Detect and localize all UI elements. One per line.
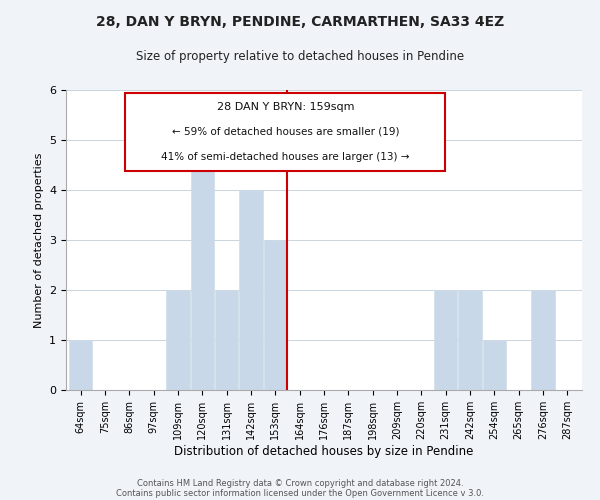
Text: Size of property relative to detached houses in Pendine: Size of property relative to detached ho… xyxy=(136,50,464,63)
X-axis label: Distribution of detached houses by size in Pendine: Distribution of detached houses by size … xyxy=(175,444,473,458)
Text: 41% of semi-detached houses are larger (13) →: 41% of semi-detached houses are larger (… xyxy=(161,152,410,162)
Text: ← 59% of detached houses are smaller (19): ← 59% of detached houses are smaller (19… xyxy=(172,127,399,137)
Bar xyxy=(458,290,482,390)
Text: 28, DAN Y BRYN, PENDINE, CARMARTHEN, SA33 4EZ: 28, DAN Y BRYN, PENDINE, CARMARTHEN, SA3… xyxy=(96,15,504,29)
Text: Contains public sector information licensed under the Open Government Licence v : Contains public sector information licen… xyxy=(116,488,484,498)
FancyBboxPatch shape xyxy=(125,93,445,171)
Bar xyxy=(264,240,287,390)
Bar xyxy=(434,290,457,390)
Bar xyxy=(215,290,238,390)
Bar xyxy=(69,340,92,390)
Bar xyxy=(532,290,554,390)
Bar xyxy=(166,290,190,390)
Text: 28 DAN Y BRYN: 159sqm: 28 DAN Y BRYN: 159sqm xyxy=(217,102,354,112)
Text: Contains HM Land Registry data © Crown copyright and database right 2024.: Contains HM Land Registry data © Crown c… xyxy=(137,478,463,488)
Bar xyxy=(483,340,506,390)
Y-axis label: Number of detached properties: Number of detached properties xyxy=(34,152,44,328)
Bar xyxy=(191,140,214,390)
Bar xyxy=(239,190,263,390)
